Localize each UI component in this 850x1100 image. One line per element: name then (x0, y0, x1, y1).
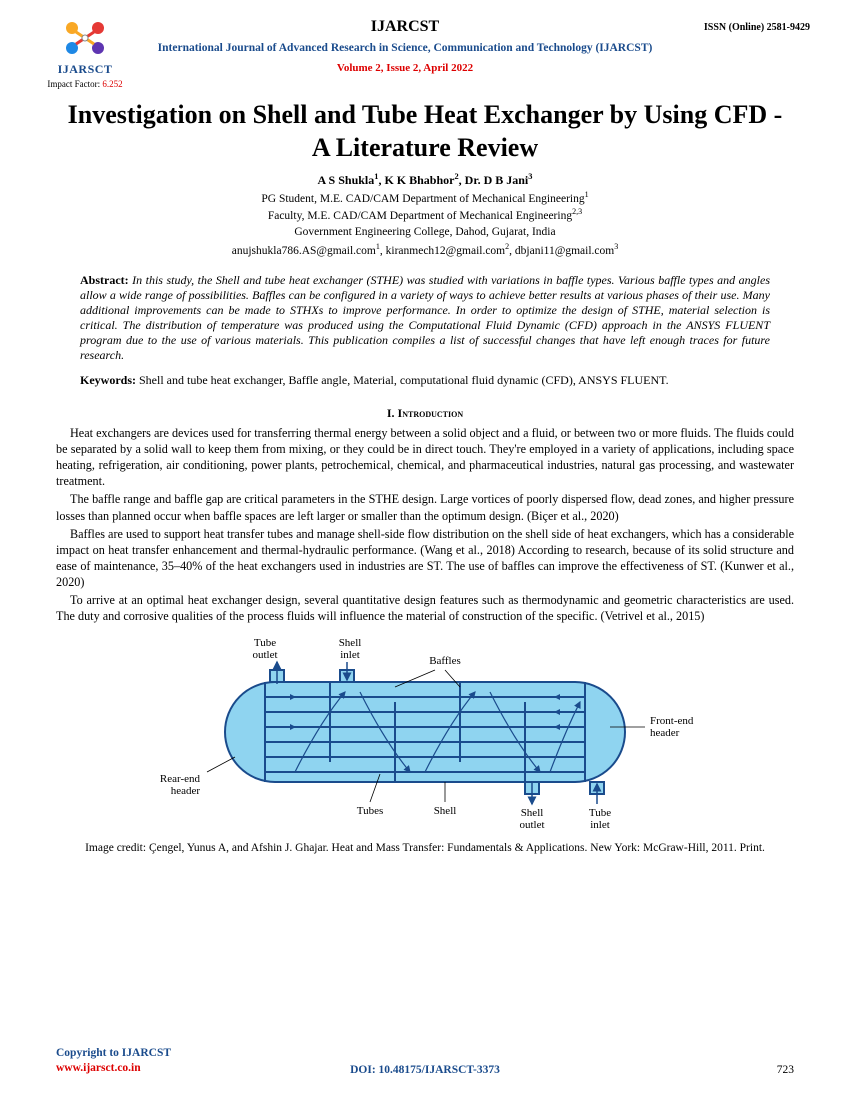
diagram-svg: Tube outlet Shell inlet Baffles Front-en… (145, 632, 705, 832)
body-paragraph: The baffle range and baffle gap are crit… (56, 491, 794, 523)
image-credit: Image credit: Çengel, Yunus A, and Afshi… (56, 841, 794, 856)
body-paragraph: Heat exchangers are devices used for tra… (56, 425, 794, 489)
abstract-label: Abstract: (80, 273, 132, 287)
svg-text:Rear-end: Rear-end (160, 773, 201, 785)
page-header: IJARSCT Impact Factor: 6.252 IJARCST Int… (0, 0, 850, 89)
copyright-text: Copyright to IJARCST (56, 1046, 171, 1061)
paper-title: Investigation on Shell and Tube Heat Exc… (60, 99, 790, 164)
section-number: I. (387, 406, 395, 420)
svg-text:Tube: Tube (589, 807, 611, 819)
impact-factor: Impact Factor: 6.252 (40, 79, 130, 89)
svg-text:Shell: Shell (521, 807, 544, 819)
keywords-text: Shell and tube heat exchanger, Baffle an… (139, 373, 669, 387)
journal-full-name: International Journal of Advanced Resear… (130, 42, 680, 54)
body-paragraph: Baffles are used to support heat transfe… (56, 526, 794, 590)
svg-text:outlet: outlet (519, 819, 544, 831)
section-heading: I. Introduction (0, 406, 850, 421)
svg-text:Front-end: Front-end (650, 715, 694, 727)
svg-text:Shell: Shell (434, 805, 457, 817)
abstract-block: Abstract: In this study, the Shell and t… (80, 273, 770, 363)
svg-text:Tube: Tube (254, 637, 276, 649)
author-emails: anujshukla786.AS@gmail.com1, kiranmech12… (0, 242, 850, 257)
footer-doi: DOI: 10.48175/IJARSCT-3373 (0, 1064, 850, 1076)
journal-abbr: IJARCST (130, 18, 680, 36)
svg-text:header: header (650, 727, 680, 739)
keywords-label: Keywords: (80, 373, 139, 387)
svg-text:Baffles: Baffles (429, 655, 461, 667)
heat-exchanger-diagram: Tube outlet Shell inlet Baffles Front-en… (56, 632, 794, 837)
logo-block: IJARSCT Impact Factor: 6.252 (40, 18, 130, 89)
section-title: Introduction (398, 406, 464, 420)
authors: A S Shukla1, K K Bhabhor2, Dr. D B Jani3 (0, 172, 850, 188)
page-footer: Copyright to IJARCST www.ijarsct.co.in D… (0, 1046, 850, 1076)
svg-text:Tubes: Tubes (357, 805, 384, 817)
svg-text:inlet: inlet (340, 649, 360, 661)
abstract-text: In this study, the Shell and tube heat e… (80, 273, 770, 362)
issn: ISSN (Online) 2581-9429 (680, 18, 810, 33)
svg-text:Shell: Shell (339, 637, 362, 649)
svg-text:header: header (171, 785, 201, 797)
svg-text:inlet: inlet (590, 819, 610, 831)
svg-text:outlet: outlet (252, 649, 277, 661)
logo-text: IJARSCT (40, 62, 130, 77)
affiliations: PG Student, M.E. CAD/CAM Department of M… (0, 190, 850, 240)
header-center: IJARCST International Journal of Advance… (130, 18, 680, 74)
journal-logo-icon (60, 18, 110, 60)
impact-label: Impact Factor: (47, 79, 102, 89)
body-text: Heat exchangers are devices used for tra… (56, 425, 794, 624)
impact-value: 6.252 (102, 79, 122, 89)
keywords-block: Keywords: Shell and tube heat exchanger,… (80, 373, 770, 388)
body-paragraph: To arrive at an optimal heat exchanger d… (56, 592, 794, 624)
issue-line: Volume 2, Issue 2, April 2022 (130, 62, 680, 74)
